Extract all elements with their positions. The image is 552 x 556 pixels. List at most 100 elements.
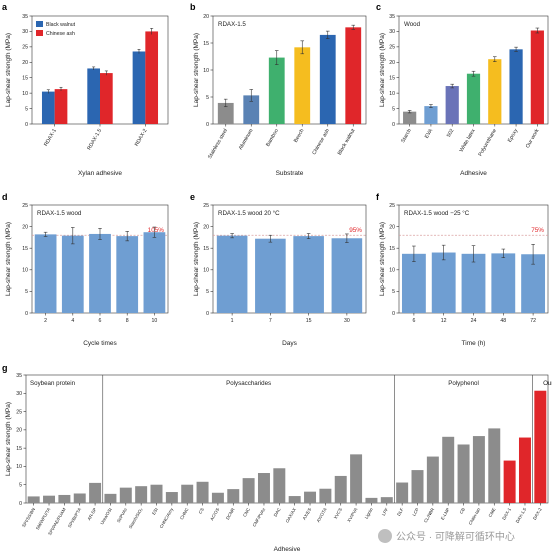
bar <box>54 89 68 124</box>
y-tick-label: 0 <box>392 122 395 128</box>
bar <box>472 436 485 503</box>
bar <box>294 47 311 124</box>
x-axis-label: Adhesive <box>460 170 487 177</box>
y-tick-label: 10 <box>22 91 28 97</box>
y-tick-label: 15 <box>389 246 395 252</box>
x-tick-label: Chinese ash <box>311 128 331 156</box>
x-tick-label: 30 <box>344 318 350 324</box>
bar <box>396 482 409 503</box>
bar <box>518 437 531 503</box>
y-tick-label: 20 <box>22 224 28 230</box>
y-tick-label: 0 <box>25 311 28 317</box>
x-tick-label: RDAX-2 <box>134 128 149 148</box>
bar <box>27 496 40 503</box>
x-tick-label: XVCS <box>333 507 343 520</box>
y-tick-label: 25 <box>389 45 395 51</box>
x-tick-label: 8 <box>126 318 129 324</box>
panel-g: g 0 5 10 15 20 25 30 35 Lap-shear strength (MPa) S… <box>2 363 552 553</box>
panel-letter: a <box>2 2 8 12</box>
y-tick-label: 25 <box>389 203 395 209</box>
bar <box>431 252 456 313</box>
bar <box>217 102 234 124</box>
bar <box>426 456 439 503</box>
x-axis-label: Adhesive <box>274 546 301 553</box>
x-tick-label: CHNC/Amy <box>159 506 175 529</box>
y-axis-label: Lap-shear strength (MPa) <box>5 402 12 476</box>
retention-annotation: 75% <box>531 227 544 234</box>
bar <box>100 73 113 124</box>
x-tick-label: DAX-1 <box>501 507 512 521</box>
y-axis-label: Lap-shear strength (MPa) <box>193 222 200 296</box>
watermark-text: 公众号 · 可降解可循环中心 <box>396 530 515 543</box>
y-tick-label: 30 <box>389 29 395 35</box>
y-tick-label: 25 <box>16 409 22 415</box>
x-tick-label: CNC <box>242 507 251 518</box>
y-tick-label: 15 <box>22 246 28 252</box>
bar <box>43 495 56 503</box>
x-tick-label: St/PVAc <box>116 506 129 523</box>
y-tick-label: 20 <box>389 224 395 230</box>
y-axis-label: Lap-shear strength (MPa) <box>193 33 200 107</box>
x-tick-label: Stainless steel <box>207 128 229 160</box>
bar <box>116 236 139 313</box>
panel-f: f 0 5 10 15 20 25 Lap-shear strength (MPa) RDAX-… <box>376 192 549 347</box>
x-tick-label: 10 <box>152 318 158 324</box>
bar <box>403 111 417 124</box>
bar <box>411 470 424 503</box>
bar <box>257 473 270 503</box>
x-tick-label: CL/NBR <box>423 507 435 523</box>
panel-inner-title: RDAX-1.5 wood <box>37 210 82 217</box>
y-tick-label: 5 <box>206 95 209 101</box>
bar <box>304 491 317 503</box>
bar <box>273 468 286 503</box>
y-tick-label: 20 <box>22 60 28 66</box>
bar <box>181 484 194 503</box>
bar <box>227 489 240 503</box>
y-tick-label: 5 <box>392 106 395 112</box>
x-axis-label: Time (h) <box>462 340 486 347</box>
x-tick-label: DLF <box>396 507 405 517</box>
bar <box>61 235 84 313</box>
y-axis-label: Lap-shear strength (MPa) <box>379 33 386 107</box>
bar <box>196 481 209 503</box>
y-tick-label: 5 <box>19 483 22 489</box>
legend-swatch <box>36 30 43 36</box>
x-tick-label: DCNR <box>225 507 236 520</box>
bar <box>268 57 285 124</box>
bar <box>457 444 470 503</box>
panel-letter: c <box>376 2 381 12</box>
y-tick-label: 5 <box>206 289 209 295</box>
x-tick-label: 1 <box>231 318 234 324</box>
x-tick-label: Bamboo <box>265 128 280 148</box>
bar <box>380 497 393 503</box>
x-tick-label: CNF/PVAc <box>252 506 267 527</box>
x-axis-label: Substrate <box>276 170 304 177</box>
x-tick-label: 2 <box>44 318 47 324</box>
legend-label: Chinese ash <box>46 31 75 37</box>
x-tick-label: AX/OTA <box>316 507 328 523</box>
bar <box>89 482 102 503</box>
x-tick-label: Urea/OSt <box>99 506 113 525</box>
panel-c: c 0 5 10 15 20 25 30 35 Lap-shear strength (MPa) W… <box>376 2 549 177</box>
y-tick-label: 15 <box>203 41 209 47</box>
panel-inner-title: RDAX-1.5 wood −25 °C <box>404 210 470 217</box>
x-tick-label: Lignin <box>364 507 374 520</box>
y-tick-label: 25 <box>22 45 28 51</box>
bar <box>165 492 178 503</box>
x-tick-label: RDAX-1 <box>43 128 58 148</box>
bar <box>34 234 57 313</box>
panel-letter: e <box>190 192 195 202</box>
bar <box>319 34 336 124</box>
bar <box>491 253 516 313</box>
y-tick-label: 10 <box>22 268 28 274</box>
x-tick-label: 48 <box>500 318 506 324</box>
x-tick-label: LPF <box>381 507 390 517</box>
x-tick-label: 15 <box>306 318 312 324</box>
x-tick-label: XV/PVA <box>346 507 358 523</box>
x-tick-label: EVA <box>424 128 434 140</box>
retention-annotation: 105% <box>148 227 165 234</box>
y-tick-label: 30 <box>22 29 28 35</box>
bar <box>488 428 501 503</box>
panel-letter: f <box>376 192 380 202</box>
bar <box>530 30 544 125</box>
